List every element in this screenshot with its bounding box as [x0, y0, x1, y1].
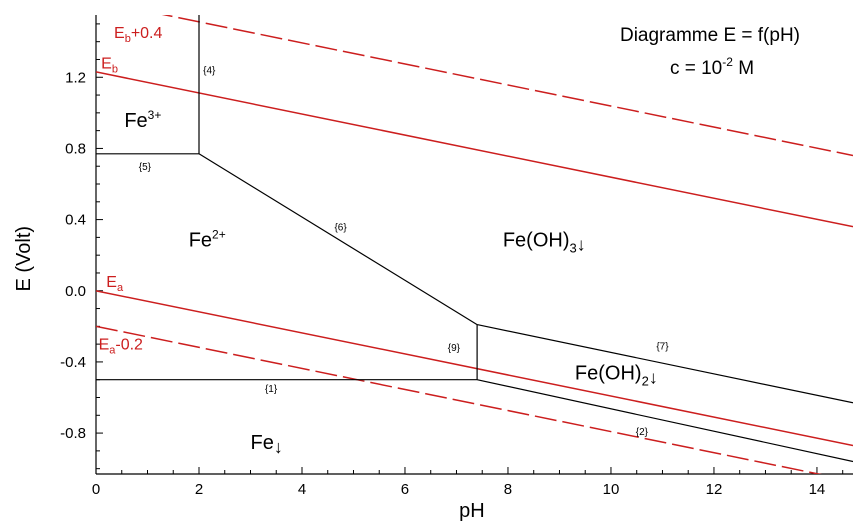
- reference-line-ea-0-2: [96, 325, 823, 474]
- chart-subtitle: c = 10-2 M: [670, 55, 754, 79]
- boundary-label: {1}: [265, 384, 278, 395]
- reference-line-eb-0-4: [161, 15, 853, 157]
- y-tick-label: 0.4: [65, 212, 86, 229]
- x-tick-label: 12: [706, 481, 723, 498]
- ticks: 0 2 4 6 8 10 12 14 -0.8 -0.4 0.0 0.4 0.8 1.2: [60, 23, 844, 498]
- reference-line-eb: [96, 71, 853, 228]
- boundary-line-2: [476, 379, 853, 463]
- species-label: Fe↓: [250, 432, 282, 457]
- reference-line-ea: [96, 290, 853, 447]
- boundary-label: {7}: [656, 341, 669, 352]
- boundary-label: {2}: [636, 427, 649, 438]
- labels: pH E (Volt) {1} {2} {4} {5} {6} {7} {9} Eb+0.4 Eb E…: [13, 25, 800, 522]
- y-tick-label: 0.0: [65, 283, 86, 300]
- x-tick-label: 10: [603, 481, 620, 498]
- boundary-lines: [96, 15, 853, 463]
- x-tick-label: 14: [809, 481, 826, 498]
- boundary-label: {5}: [139, 162, 152, 173]
- species-label: Fe(OH)2↓: [575, 363, 658, 389]
- x-axis-title: pH: [459, 500, 485, 522]
- chart-title: Diagramme E = f(pH): [620, 25, 800, 46]
- boundary-label: {9}: [448, 343, 461, 354]
- reference-label: Eb+0.4: [114, 25, 162, 45]
- reference-lines: [96, 15, 853, 474]
- y-tick-label: -0.8: [60, 425, 86, 442]
- x-tick-label: 8: [504, 481, 512, 498]
- reference-label: Ea-0.2: [99, 336, 143, 356]
- y-tick-label: 1.2: [65, 69, 86, 86]
- x-tick-label: 4: [298, 481, 306, 498]
- reference-label: Eb: [101, 55, 118, 75]
- species-label: Fe2+: [189, 227, 226, 251]
- x-tick-label: 2: [195, 481, 203, 498]
- boundary-label: {6}: [334, 222, 347, 233]
- species-label: Fe(OH)3↓: [503, 229, 586, 255]
- y-axis-title: E (Volt): [13, 226, 35, 292]
- x-tick-label: 0: [92, 481, 100, 498]
- boundary-line-6: [198, 153, 478, 326]
- reference-label: Ea: [106, 274, 124, 294]
- boundary-label: {4}: [203, 66, 216, 77]
- boundary-line-7: [476, 324, 853, 404]
- y-tick-label: 0.8: [65, 140, 86, 157]
- x-tick-label: 6: [401, 481, 409, 498]
- y-tick-label: -0.4: [60, 354, 86, 371]
- species-label: Fe3+: [124, 108, 161, 132]
